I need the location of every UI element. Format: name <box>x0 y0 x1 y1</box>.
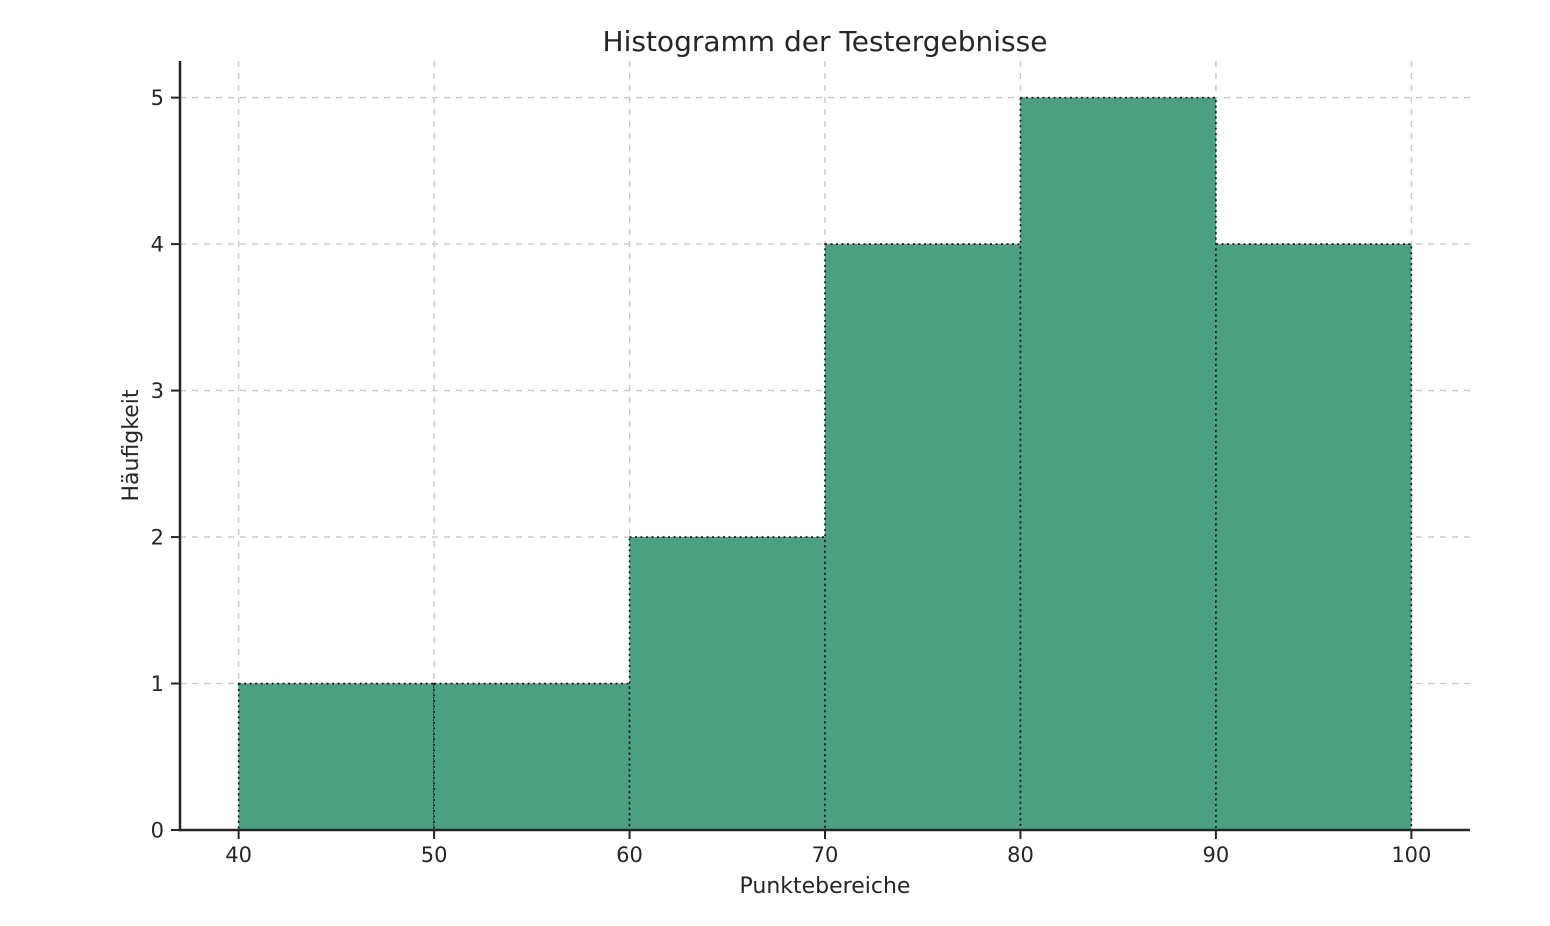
y-tick-label: 1 <box>151 672 164 696</box>
histogram-bar <box>628 536 826 831</box>
x-tick-label: 50 <box>421 843 448 867</box>
chart-title: Histogramm der Testergebnisse <box>603 25 1048 58</box>
x-tick-label: 60 <box>616 843 643 867</box>
histogram-bar <box>1215 243 1413 831</box>
histogram-bar <box>433 682 631 831</box>
x-tick-label: 80 <box>1007 843 1034 867</box>
histogram-bar <box>1019 96 1217 831</box>
histogram-bar <box>237 682 435 831</box>
x-tick-label: 40 <box>225 843 252 867</box>
y-tick-label: 5 <box>151 86 164 110</box>
histogram-bar <box>824 243 1022 831</box>
x-axis-label: Punktebereiche <box>740 874 911 899</box>
y-tick-label: 3 <box>151 379 164 403</box>
y-tick-label: 4 <box>151 233 164 257</box>
y-tick-label: 2 <box>151 526 164 550</box>
y-axis-label: Häufigkeit <box>119 389 144 501</box>
y-tick-label: 0 <box>151 819 164 843</box>
x-tick-label: 70 <box>812 843 839 867</box>
ticks-layer: 40 50 60 70 80 90 100 0 1 2 3 4 5 <box>151 86 1432 867</box>
bars-layer <box>237 96 1413 831</box>
x-tick-label: 90 <box>1203 843 1230 867</box>
x-tick-label: 100 <box>1391 843 1431 867</box>
